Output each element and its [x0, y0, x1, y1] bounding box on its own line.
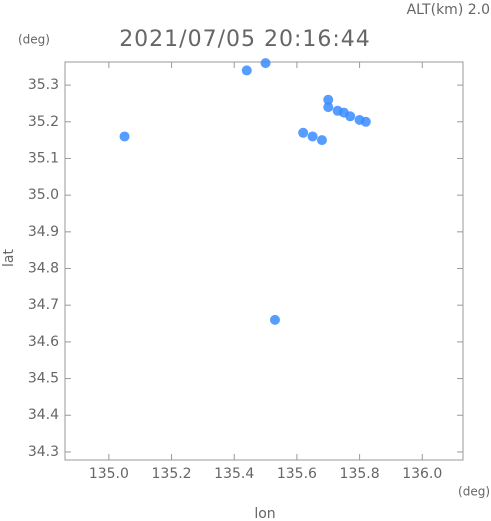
y-tick-label: 34.7: [28, 297, 59, 313]
x-tick-label: 136.0: [402, 466, 442, 482]
echo-point: [360, 116, 371, 127]
x-tick-label: 135.0: [89, 466, 129, 482]
echo-point: [323, 94, 334, 105]
y-tick-label: 34.5: [28, 371, 59, 387]
y-tick-label: 35.3: [28, 77, 59, 93]
chart-title: 2021/07/05 20:16:44: [119, 27, 371, 52]
x-tick-label: 135.6: [277, 466, 317, 482]
echo-point: [323, 102, 334, 113]
echo-point: [241, 65, 252, 76]
y-tick-label: 34.9: [28, 224, 59, 240]
echo-point: [260, 58, 271, 69]
y-tick-label: 34.6: [28, 334, 59, 350]
y-axis-label: lat: [1, 249, 17, 267]
plot-frame: [64, 61, 464, 461]
y-unit: (deg): [18, 33, 50, 47]
echo-point: [298, 127, 309, 138]
echo-point: [307, 131, 318, 142]
echo-point: [345, 111, 356, 122]
y-tick-label: 35.2: [28, 114, 59, 130]
y-tick-label: 34.3: [28, 444, 59, 460]
y-tick-label: 35.0: [28, 187, 59, 203]
echo-point: [316, 135, 327, 146]
y-tick-label: 34.4: [28, 407, 59, 423]
y-tick-label: 34.8: [28, 261, 59, 277]
echo-point: [119, 131, 130, 142]
x-unit: (deg): [458, 485, 490, 499]
x-tick-label: 135.2: [152, 466, 192, 482]
x-tick-label: 135.8: [340, 466, 380, 482]
y-tick-label: 35.1: [28, 150, 59, 166]
echo-point: [269, 314, 280, 325]
x-tick-label: 135.4: [214, 466, 254, 482]
x-axis-label: lon: [254, 506, 275, 521]
altitude-label: ALT(km) 2.0: [407, 2, 490, 18]
